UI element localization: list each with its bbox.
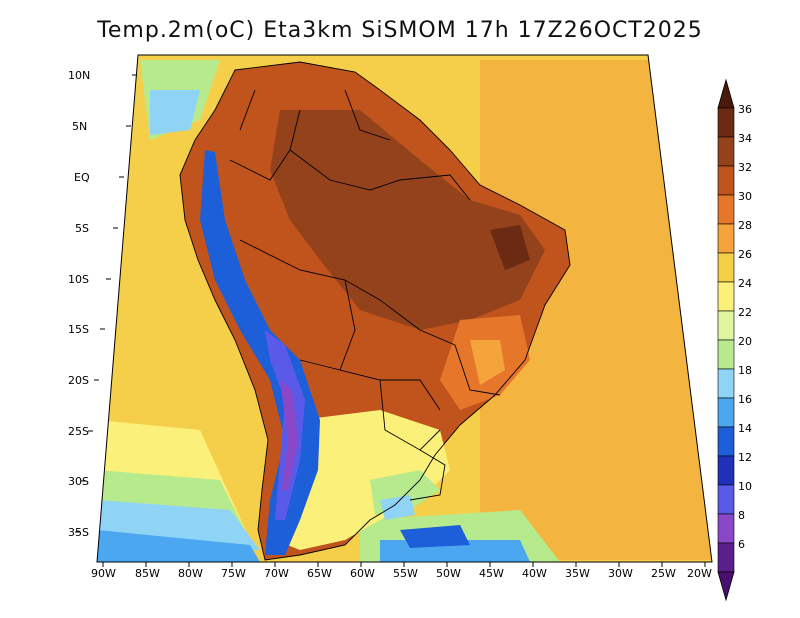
colorbar-swatch [717,513,735,544]
colorbar-label: 16 [738,393,752,406]
colorbar-swatch [717,542,735,573]
country-borders [179,61,571,561]
colorbar-label: 30 [738,190,752,203]
lat-label: 5N [72,120,87,133]
colorbar-bottom-arrow [717,571,735,602]
colorbar-label: 34 [738,132,752,145]
lon-label: 80W [178,567,203,580]
colorbar-label: 36 [738,103,752,116]
colorbar-label: 6 [738,538,745,551]
colorbar-swatch [717,455,735,486]
colorbar-label: 12 [738,451,752,464]
lon-label: 65W [307,567,332,580]
map-frame [96,54,713,563]
lon-label: 90W [91,567,116,580]
lat-label: 10N [68,69,90,82]
colorbar-swatch [717,107,735,138]
lon-label: 55W [393,567,418,580]
colorbar-label: 10 [738,480,752,493]
lat-label: 5S [75,222,89,235]
lat-label: 20S [68,374,89,387]
map-title: Temp.2m(oC) Eta3km SiSMOM 17h 17Z26OCT20… [97,18,703,43]
colorbar-swatch [717,136,735,167]
colorbar-swatch [717,194,735,225]
colorbar-label: 28 [738,219,752,232]
colorbar-label: 20 [738,335,752,348]
lon-label: 70W [264,567,289,580]
colorbar-label: 8 [738,509,745,522]
colorbar-swatch [717,223,735,254]
lat-label: 15S [68,323,89,336]
colorbar-label: 32 [738,161,752,174]
lon-label: 85W [135,567,160,580]
lon-label: 40W [522,567,547,580]
lon-label: 75W [221,567,246,580]
temperature-field [97,55,712,562]
colorbar-swatch [717,281,735,312]
lon-label: 45W [479,567,504,580]
lon-label: 20W [687,567,712,580]
colorbar-label: 14 [738,422,752,435]
lon-label: 60W [350,567,375,580]
colorbar-swatch [717,426,735,457]
lon-label: 25W [651,567,676,580]
colorbar-swatch [717,165,735,196]
longitude-axis: 90W 85W 80W 75W 70W 65W 60W 55W 50W 45W … [91,567,712,580]
colorbar-swatch [717,397,735,428]
colorbar-swatch [717,368,735,399]
lat-label: 10S [68,273,89,286]
lat-label: 25S [68,425,89,438]
colorbar-label: 18 [738,364,752,377]
colorbar-swatch [717,252,735,283]
colorbar-top-arrow [717,78,735,109]
colorbar-swatch [717,310,735,341]
lon-label: 30W [608,567,633,580]
lat-label: EQ [74,171,90,184]
colorbar-label: 26 [738,248,752,261]
lon-label: 35W [565,567,590,580]
colorbar-swatch [717,484,735,515]
lat-label: 30S [68,475,89,488]
colorbar-label: 22 [738,306,752,319]
colorbar-swatch [717,339,735,370]
colorbar-label: 24 [738,277,752,290]
lon-label: 50W [436,567,461,580]
latitude-axis: 10N 5N EQ 5S 10S 15S 20S 25S 30S 35S [68,69,90,539]
colorbar: 36 34 32 30 28 26 24 22 20 18 16 14 12 10 8 6 [717,78,752,602]
